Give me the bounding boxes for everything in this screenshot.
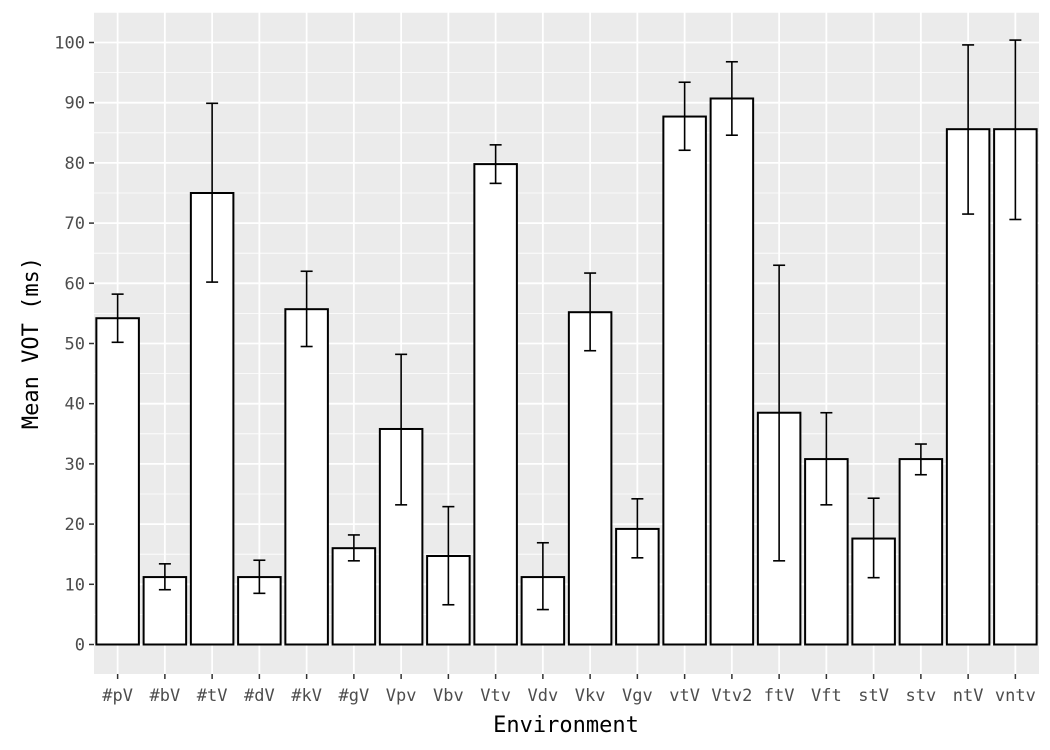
x-tick-label: stv [906,686,937,706]
y-tick-label: 50 [65,335,85,355]
error-bar-#kV [300,270,313,348]
x-tick-label: vtV [669,686,700,706]
bar-vtV [662,115,707,646]
x-axis: #pV #bV #tV #dV #kV #gV Vpv Vbv Vtv Vdv Vkv Vgv vtV V… [102,674,1036,706]
x-tick-label: Vtv [480,686,511,706]
bar-#kV [284,308,329,646]
x-tick-label: Vtv2 [711,686,752,706]
x-tick-label: #tV [197,686,228,706]
x-tick-label: Vdv [528,686,559,706]
y-tick-label: 100 [54,34,85,54]
error-bar-Vkv [584,272,597,352]
x-tick-label: ntV [953,686,984,706]
error-bar-#pV [111,293,124,344]
x-tick-label: Vgv [622,686,653,706]
x-tick-label: #kV [291,686,322,706]
error-bar-vntv [1009,39,1022,221]
error-bar-Vpv [395,353,408,506]
x-axis-title: Environment [493,713,639,738]
y-tick-label: 60 [65,274,85,294]
error-bar-stv [914,443,927,476]
bar-Vtv2 [709,97,755,646]
error-bar-Vbv [442,505,455,606]
error-bar-#tV [206,102,219,283]
x-tick-label: Vft [811,686,842,706]
y-tick-label: 30 [65,455,85,475]
y-tick-label: 10 [65,575,85,595]
error-bar-ftV [773,264,786,562]
error-bar-#gV [347,534,360,562]
y-tick-label: 90 [65,94,85,114]
y-axis: 0 10 20 30 40 50 60 70 80 90 100 [54,34,94,656]
bar-#gV [331,547,377,646]
x-tick-label: Vpv [386,686,417,706]
bar-Vft [804,458,849,646]
bar-stv [898,458,944,646]
error-bar-Vft [820,411,833,506]
error-bar-ntV [962,44,975,215]
y-tick-label: 70 [65,214,85,234]
bar-#pV [95,317,140,646]
x-tick-label: vntv [995,686,1036,706]
x-tick-label: #gV [339,686,370,706]
error-bar-#dV [253,559,266,595]
x-tick-label: #bV [150,686,181,706]
x-tick-label: Vbv [433,686,464,706]
error-bar-Vgv [631,498,644,559]
bars [95,97,1038,646]
bar-Vtv [473,163,518,646]
error-bar-Vdv [536,541,549,611]
bar-ntV [945,128,991,646]
y-axis-title: Mean VOT (ms) [19,257,44,429]
x-tick-label: #pV [102,686,133,706]
bar-Vkv [567,311,613,646]
y-tick-label: 20 [65,515,85,535]
x-tick-label: Vkv [575,686,606,706]
error-bar-#bV [158,563,171,591]
x-tick-label: stV [858,686,889,706]
error-bar-Vtv [489,144,502,185]
y-tick-label: 80 [65,154,85,174]
y-tick-label: 40 [65,395,85,415]
error-bars [111,39,1022,611]
error-bar-stV [867,497,880,579]
x-tick-label: #dV [244,686,275,706]
bar-Vdv [520,576,566,646]
error-bar-Vtv2 [725,60,738,137]
y-tick-label: 0 [75,636,85,656]
error-bar-vtV [678,81,691,152]
bar-Vgv [615,527,660,646]
x-tick-label: ftV [764,686,795,706]
